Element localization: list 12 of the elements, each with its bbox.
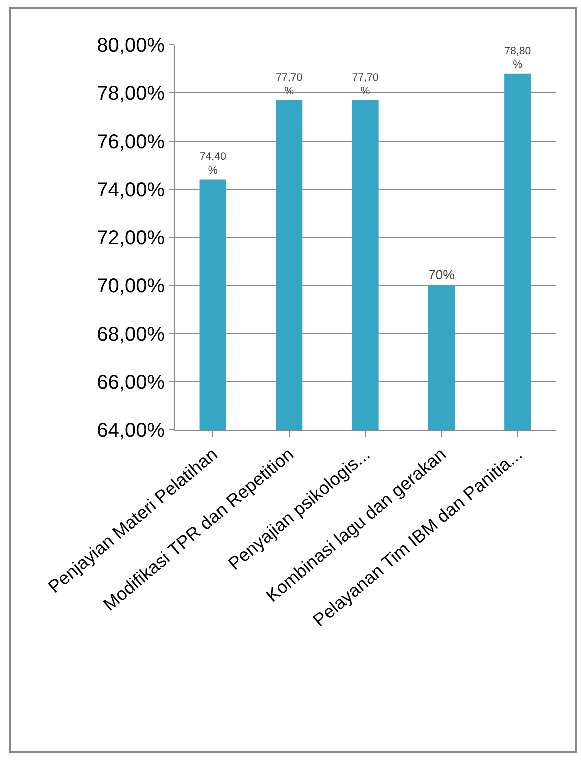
y-tick-label: 70,00% [97, 276, 166, 298]
data-label: 70% [428, 267, 456, 282]
data-label: 74,40 % [200, 151, 226, 178]
y-tick-label: 66,00% [97, 372, 166, 394]
y-tick-label: 76,00% [97, 131, 166, 154]
y-tick-label: 78,00% [97, 83, 166, 106]
y-tick-label: 74,00% [97, 179, 166, 202]
y-tick-label: 72,00% [97, 228, 166, 250]
data-label: 78,80 % [504, 45, 532, 72]
y-tick-label: 80,00% [97, 35, 166, 57]
y-tick-label: 68,00% [97, 324, 166, 346]
y-tick-label: 64,00% [97, 420, 166, 442]
